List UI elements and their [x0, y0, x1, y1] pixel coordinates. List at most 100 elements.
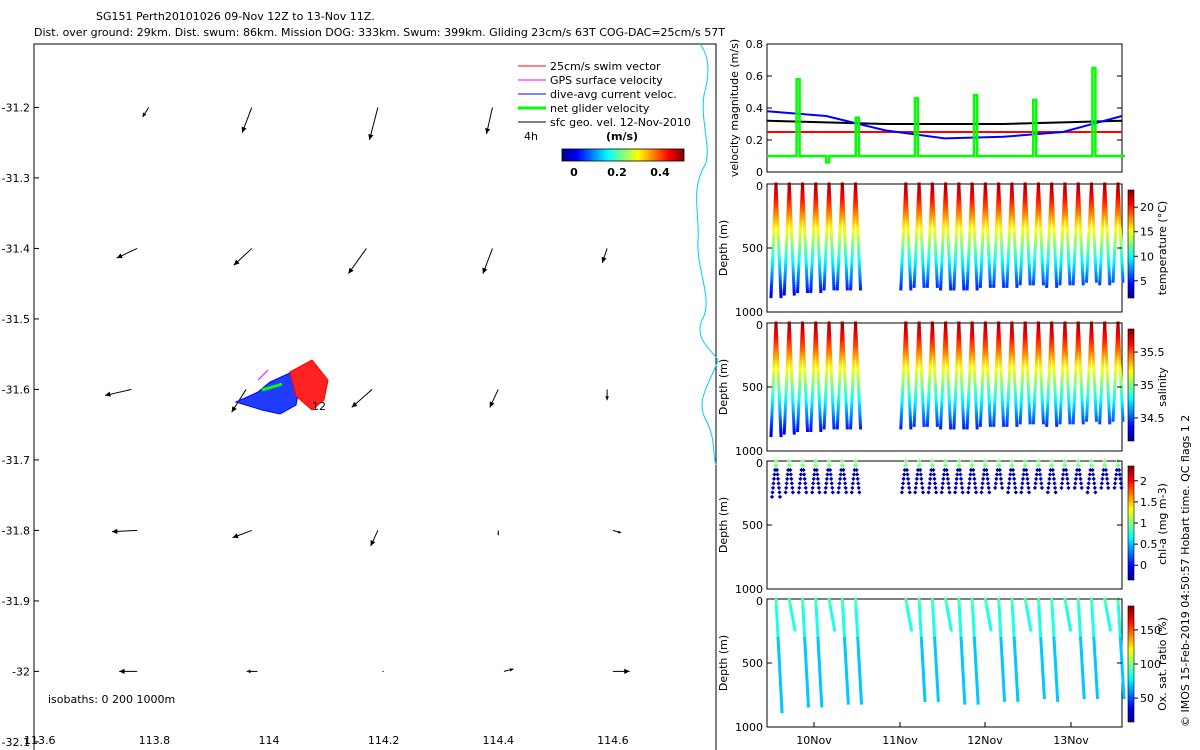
- temperature-sample: [857, 259, 861, 263]
- chla-sample: [829, 481, 834, 486]
- salinity-sample: [827, 326, 831, 330]
- salinity-sample: [1046, 393, 1050, 397]
- oxygen-sample: [949, 628, 953, 632]
- salinity-sample: [810, 403, 814, 407]
- temperature-sample: [967, 251, 971, 255]
- oxygen-sample: [842, 634, 846, 638]
- temperature-sample: [1027, 269, 1031, 273]
- oxygen-sample: [976, 701, 980, 705]
- temperature-sample: [915, 220, 919, 224]
- temperature-sample: [1064, 210, 1068, 214]
- salinity-sample: [926, 400, 930, 404]
- temperature-sample: [940, 259, 944, 263]
- temperature-sample: [854, 182, 858, 186]
- salinity-sample: [999, 372, 1003, 376]
- temperature-sample: [1027, 251, 1031, 255]
- salinity-sample: [825, 372, 829, 376]
- oxygen-sample: [988, 625, 992, 629]
- oxygen-sample: [970, 603, 974, 607]
- temperature-sample: [785, 236, 789, 240]
- chla-sample: [983, 463, 989, 468]
- temperature-sample: [1007, 236, 1011, 240]
- temperature-sample: [1117, 210, 1121, 214]
- temperature-sample: [944, 185, 948, 189]
- salinity-sample: [940, 395, 944, 399]
- temperature-sample: [817, 259, 821, 263]
- temperature-sample: [852, 215, 856, 219]
- temperature-sample: [1105, 220, 1109, 224]
- temperature-sample: [1008, 215, 1012, 219]
- salinity-sample: [1006, 395, 1010, 399]
- temperature-sample: [1064, 195, 1068, 199]
- temperature-sample: [942, 220, 946, 224]
- chla-sample: [840, 458, 845, 464]
- temperature-sample: [1025, 218, 1029, 222]
- salinity-sample: [1052, 365, 1056, 369]
- salinity-sample: [902, 352, 906, 356]
- salinity-sample: [769, 429, 773, 433]
- salinity-sample: [777, 382, 781, 386]
- salinity-sample: [983, 339, 987, 343]
- temperature-sample: [935, 279, 939, 283]
- salinity-sample: [973, 382, 977, 386]
- salinity-sample: [917, 326, 921, 330]
- temperature-sample: [818, 266, 822, 270]
- oxygen-sample: [958, 625, 962, 629]
- temperature-sample: [919, 218, 923, 222]
- salinity-sample: [934, 403, 938, 407]
- temperature-sample: [844, 254, 848, 258]
- temperature-sample: [1091, 218, 1095, 222]
- salinity-sample: [971, 336, 975, 340]
- salinity-sample: [1094, 405, 1098, 409]
- temperature-sample: [1075, 197, 1079, 201]
- temperature-sample: [1074, 226, 1078, 230]
- salinity-sample: [854, 336, 858, 340]
- temperature-sample: [1053, 256, 1057, 260]
- oxygen-sample: [855, 625, 859, 629]
- salinity-sample: [992, 413, 996, 417]
- temperature-sample: [984, 197, 988, 201]
- temperature-sample: [1093, 243, 1097, 247]
- temperature-sample: [947, 261, 951, 265]
- salinity-sample: [843, 370, 847, 374]
- oxygen-sample: [778, 673, 782, 677]
- temperature-sample: [1088, 220, 1092, 224]
- temperature-sample: [907, 246, 911, 250]
- temperature-sample: [1102, 202, 1106, 206]
- salinity-sample: [994, 377, 998, 381]
- salinity-sample: [1074, 359, 1078, 363]
- temperature-sample: [843, 231, 847, 235]
- salinity-sample: [1058, 418, 1062, 422]
- salinity-sample: [958, 354, 962, 358]
- oxygen-sample: [919, 636, 923, 640]
- temperature-sample: [921, 269, 925, 273]
- temperature-sample: [988, 284, 992, 288]
- temperature-sample: [814, 182, 818, 186]
- salinity-sample: [1078, 352, 1082, 356]
- salinity-sample: [903, 339, 907, 343]
- temperature-sample: [819, 284, 823, 288]
- salinity-sample: [1118, 359, 1122, 363]
- salinity-sample: [1033, 382, 1037, 386]
- salinity-sample: [1106, 395, 1110, 399]
- salinity-sample: [815, 341, 819, 345]
- temperature-sample: [797, 256, 801, 260]
- chla-sample: [973, 490, 979, 495]
- salinity-sample: [1027, 393, 1031, 397]
- salinity-sample: [900, 405, 904, 409]
- oxygen-sample: [776, 628, 780, 632]
- temperature-sample: [985, 208, 989, 212]
- salinity-sample: [1087, 362, 1091, 366]
- salinity-sample: [1013, 390, 1017, 394]
- temperature-sample: [777, 259, 781, 263]
- oxygen-sample: [831, 620, 835, 624]
- oxygen-sample: [828, 603, 832, 607]
- temperature-sample: [1118, 226, 1122, 230]
- salinity-sample: [914, 375, 918, 379]
- salinity-sample: [985, 357, 989, 361]
- salinity-sample: [913, 403, 917, 407]
- salinity-sample: [919, 362, 923, 366]
- oxygen-sample: [922, 676, 926, 680]
- temperature-sample: [1088, 208, 1092, 212]
